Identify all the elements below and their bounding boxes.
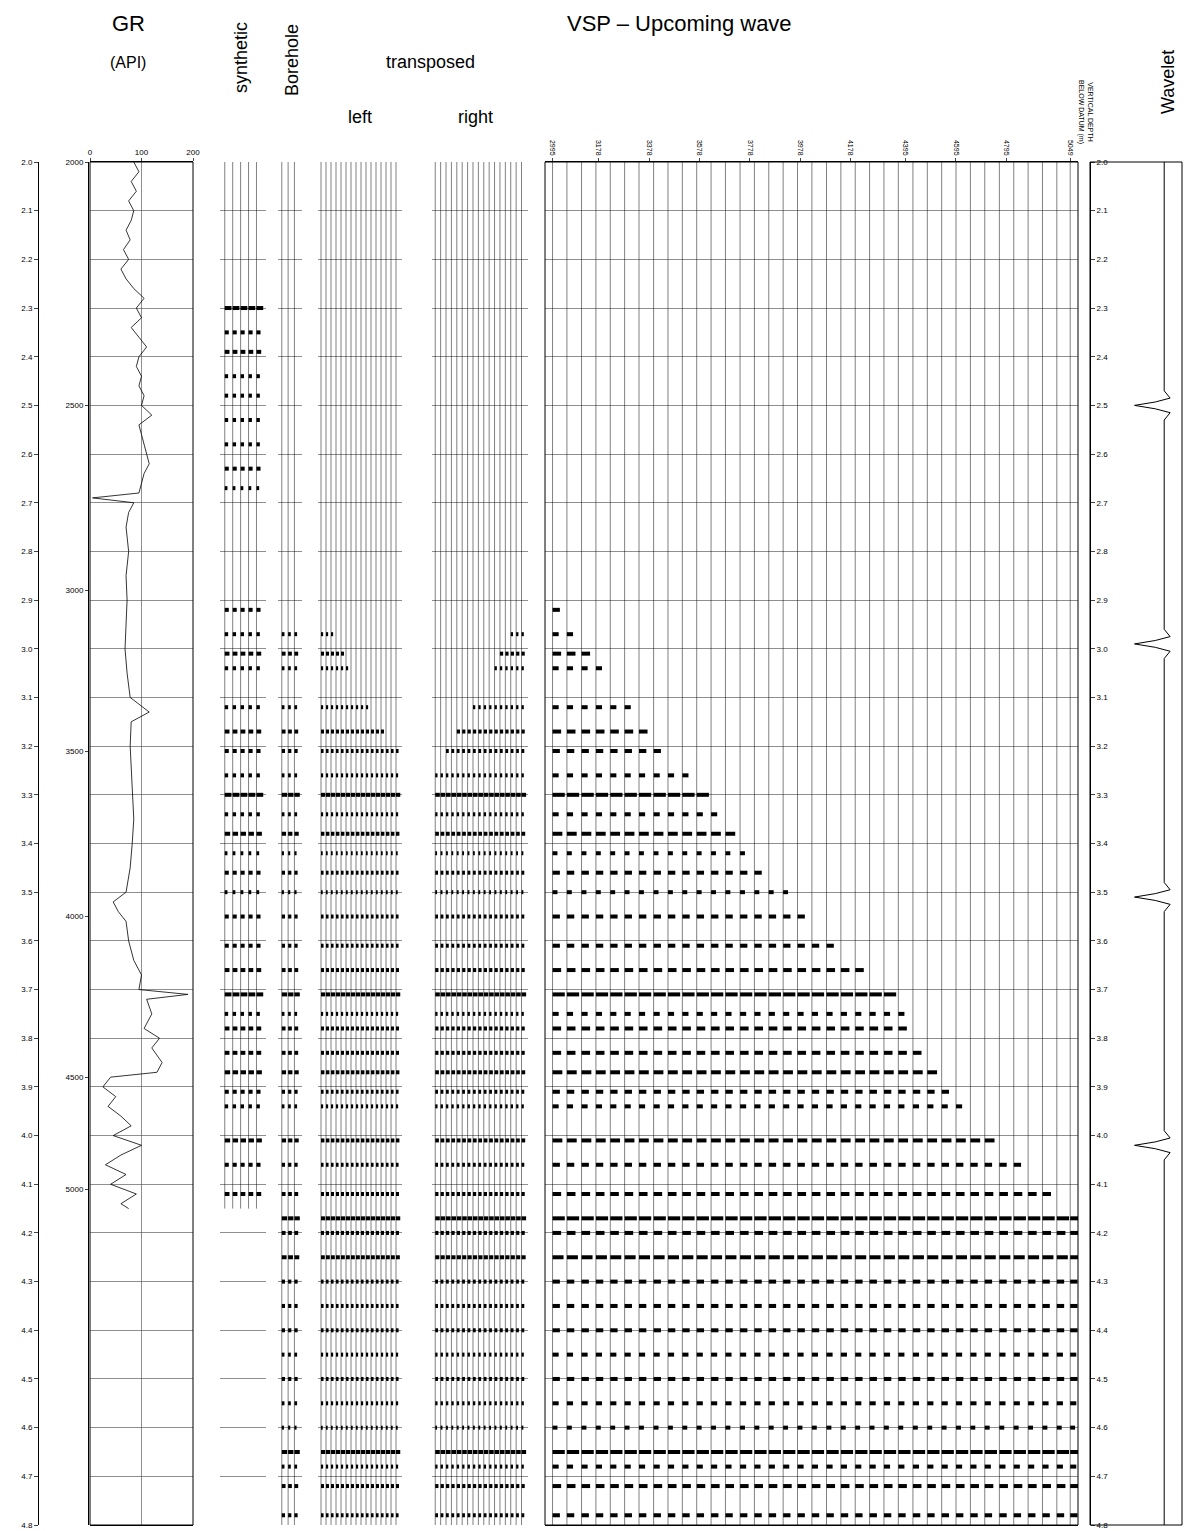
svg-text:4795: 4795 <box>1003 140 1010 156</box>
svg-text:3578: 3578 <box>696 140 703 156</box>
svg-text:3.2: 3.2 <box>1097 742 1109 751</box>
svg-text:GR: GR <box>112 11 145 36</box>
svg-text:3.0: 3.0 <box>1097 645 1109 654</box>
svg-text:3.7: 3.7 <box>21 985 33 994</box>
svg-text:left: left <box>348 107 372 127</box>
svg-text:2.3: 2.3 <box>21 304 33 313</box>
svg-text:synthetic: synthetic <box>231 22 251 93</box>
svg-text:2.9: 2.9 <box>21 596 33 605</box>
svg-text:4.4: 4.4 <box>1097 1326 1109 1335</box>
svg-text:4595: 4595 <box>953 140 960 156</box>
svg-text:2.0: 2.0 <box>21 158 33 167</box>
svg-text:3.8: 3.8 <box>21 1034 33 1043</box>
svg-text:2.3: 2.3 <box>1097 304 1109 313</box>
svg-text:2.2: 2.2 <box>1097 255 1109 264</box>
svg-text:3.5: 3.5 <box>21 888 33 897</box>
svg-text:VSP – Upcoming wave: VSP – Upcoming wave <box>567 11 792 36</box>
svg-text:4.3: 4.3 <box>1097 1277 1109 1286</box>
svg-text:0: 0 <box>88 148 93 157</box>
svg-text:100: 100 <box>135 148 149 157</box>
svg-text:3978: 3978 <box>797 140 804 156</box>
svg-text:4395: 4395 <box>902 140 909 156</box>
svg-text:3.3: 3.3 <box>1097 791 1109 800</box>
svg-text:3.6: 3.6 <box>21 937 33 946</box>
svg-text:2.7: 2.7 <box>21 499 33 508</box>
svg-text:3.5: 3.5 <box>1097 888 1109 897</box>
svg-text:(API): (API) <box>110 54 146 71</box>
svg-text:Wavelet: Wavelet <box>1158 50 1178 114</box>
svg-text:4.7: 4.7 <box>1097 1472 1109 1481</box>
svg-text:200: 200 <box>186 148 200 157</box>
svg-text:4.1: 4.1 <box>21 1180 33 1189</box>
svg-text:4.0: 4.0 <box>1097 1131 1109 1140</box>
svg-text:3.6: 3.6 <box>1097 937 1109 946</box>
svg-text:4.3: 4.3 <box>21 1277 33 1286</box>
svg-text:2.4: 2.4 <box>1097 353 1109 362</box>
svg-text:2.2: 2.2 <box>21 255 33 264</box>
svg-text:transposed: transposed <box>386 52 475 72</box>
svg-text:3.3: 3.3 <box>21 791 33 800</box>
svg-text:2500: 2500 <box>66 401 84 410</box>
svg-text:4.2: 4.2 <box>1097 1229 1109 1238</box>
svg-text:Borehole: Borehole <box>282 24 302 96</box>
svg-text:3.1: 3.1 <box>1097 693 1109 702</box>
svg-text:2.1: 2.1 <box>21 206 33 215</box>
svg-text:2.5: 2.5 <box>21 401 33 410</box>
svg-text:5049: 5049 <box>1067 140 1074 156</box>
svg-text:3.4: 3.4 <box>1097 839 1109 848</box>
svg-text:4.0: 4.0 <box>21 1131 33 1140</box>
svg-text:3.2: 3.2 <box>21 742 33 751</box>
svg-text:3.9: 3.9 <box>21 1083 33 1092</box>
svg-text:2.1: 2.1 <box>1097 206 1109 215</box>
svg-text:4.4: 4.4 <box>21 1326 33 1335</box>
svg-text:2.6: 2.6 <box>21 450 33 459</box>
svg-text:3178: 3178 <box>595 140 602 156</box>
svg-text:2.8: 2.8 <box>21 547 33 556</box>
svg-text:4.5: 4.5 <box>1097 1375 1109 1384</box>
svg-text:2000: 2000 <box>66 158 84 167</box>
svg-text:VERTICAL DEPTHBELOW DATUM (m): VERTICAL DEPTHBELOW DATUM (m) <box>1077 80 1094 144</box>
svg-text:3000: 3000 <box>66 586 84 595</box>
svg-text:2.0: 2.0 <box>1097 158 1109 167</box>
svg-text:2.4: 2.4 <box>21 353 33 362</box>
svg-text:2.5: 2.5 <box>1097 401 1109 410</box>
svg-text:2.6: 2.6 <box>1097 450 1109 459</box>
svg-text:3.4: 3.4 <box>21 839 33 848</box>
svg-text:4.6: 4.6 <box>1097 1423 1109 1432</box>
svg-text:2995: 2995 <box>549 140 556 156</box>
svg-text:4.2: 4.2 <box>21 1229 33 1238</box>
svg-text:4500: 4500 <box>66 1073 84 1082</box>
svg-text:5000: 5000 <box>66 1185 84 1194</box>
svg-text:4.6: 4.6 <box>21 1423 33 1432</box>
svg-text:4000: 4000 <box>66 912 84 921</box>
svg-text:right: right <box>458 107 493 127</box>
svg-text:2.9: 2.9 <box>1097 596 1109 605</box>
svg-text:4.8: 4.8 <box>1097 1521 1109 1530</box>
svg-text:3.8: 3.8 <box>1097 1034 1109 1043</box>
svg-text:4.8: 4.8 <box>21 1521 33 1530</box>
svg-text:2.8: 2.8 <box>1097 547 1109 556</box>
svg-text:3.9: 3.9 <box>1097 1083 1109 1092</box>
svg-text:4178: 4178 <box>847 140 854 156</box>
svg-text:3.1: 3.1 <box>21 693 33 702</box>
svg-text:3778: 3778 <box>747 140 754 156</box>
svg-text:3378: 3378 <box>646 140 653 156</box>
svg-text:3.0: 3.0 <box>21 645 33 654</box>
svg-text:4.7: 4.7 <box>21 1472 33 1481</box>
svg-text:4.1: 4.1 <box>1097 1180 1109 1189</box>
svg-text:4.5: 4.5 <box>21 1375 33 1384</box>
svg-text:3500: 3500 <box>66 747 84 756</box>
svg-text:3.7: 3.7 <box>1097 985 1109 994</box>
svg-text:2.7: 2.7 <box>1097 499 1109 508</box>
